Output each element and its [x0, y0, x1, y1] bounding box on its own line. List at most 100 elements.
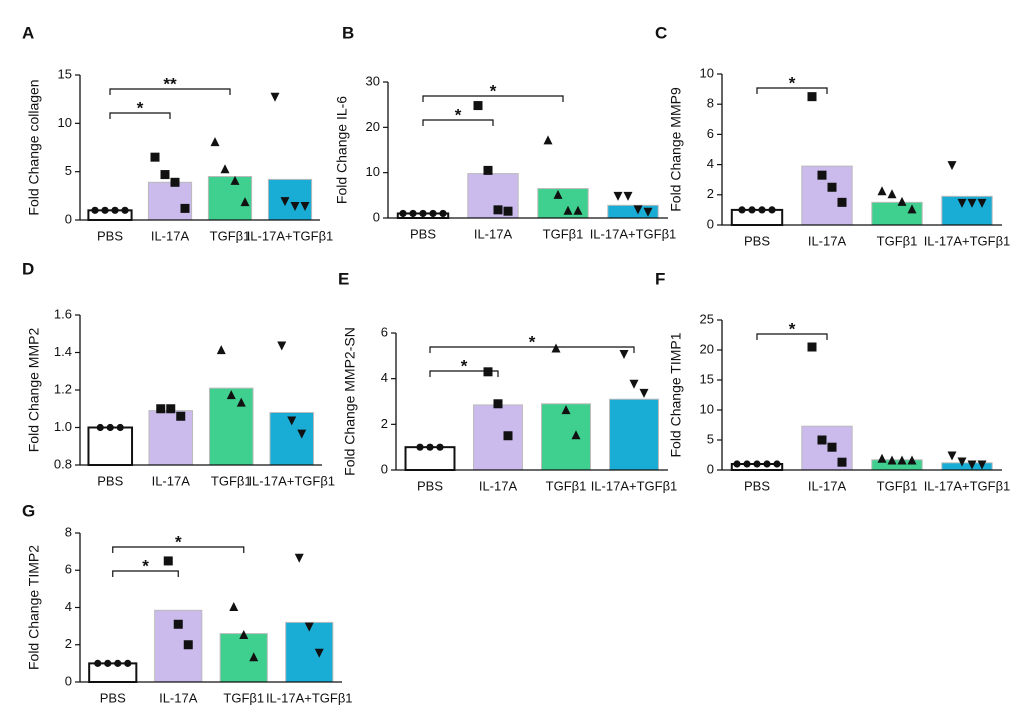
bar	[285, 621, 334, 683]
point	[160, 170, 170, 180]
point	[807, 92, 817, 102]
point	[483, 367, 493, 377]
point	[101, 206, 109, 214]
significance-bracket	[112, 570, 179, 577]
point	[633, 205, 643, 215]
point	[551, 343, 561, 353]
point	[977, 198, 987, 208]
y-tick-label: 0	[65, 673, 72, 688]
point	[957, 457, 967, 467]
significance-label: *	[137, 98, 144, 117]
point	[738, 206, 746, 214]
point	[493, 399, 503, 409]
point	[180, 203, 190, 213]
point	[619, 350, 629, 360]
point	[249, 652, 259, 662]
significance-label: *	[175, 532, 182, 551]
bar	[208, 387, 254, 466]
point	[503, 431, 513, 441]
point	[116, 423, 124, 432]
bar	[207, 176, 253, 221]
point	[887, 455, 897, 465]
y-tick-label: 2	[707, 186, 714, 201]
y-tick-label: 0	[707, 216, 714, 231]
bar	[607, 204, 659, 219]
point	[150, 152, 160, 162]
point	[907, 204, 917, 214]
point	[114, 659, 122, 667]
bar	[267, 178, 313, 221]
point	[121, 206, 129, 214]
y-axis-label: Fold Change MMP2-SN	[342, 327, 358, 476]
y-tick-label: 1.6	[54, 306, 72, 321]
point	[183, 640, 193, 650]
point	[817, 170, 827, 180]
chart-panel: B Fold Change IL-6 0 10 20 30 PBS IL-17A TGFβ1 IL…	[334, 23, 677, 241]
x-tick-label: IL-17A+TGFβ1	[248, 473, 335, 488]
panel-letter: A	[22, 23, 34, 42]
point	[229, 602, 239, 611]
significance-label: *	[142, 556, 149, 575]
point	[967, 198, 977, 208]
point	[817, 435, 827, 445]
point	[170, 177, 180, 187]
bar	[148, 410, 194, 466]
y-tick-label: 10	[700, 65, 714, 80]
significance-label: *	[461, 356, 468, 375]
point	[106, 423, 114, 432]
point	[236, 397, 246, 407]
point	[977, 460, 987, 470]
x-tick-label: TGFβ1	[210, 228, 251, 243]
y-tick-label: 20	[366, 119, 380, 134]
point	[503, 206, 513, 216]
y-axis-label: Fold Change IL-6	[334, 96, 350, 204]
x-tick-label: TGFβ1	[223, 690, 264, 705]
point	[947, 161, 957, 171]
significance-label: *	[455, 105, 462, 124]
point	[124, 659, 132, 667]
point	[571, 430, 581, 440]
significance-label: **	[163, 74, 177, 93]
point	[239, 629, 249, 639]
chart-panel: C Fold Change MMP9 0 2 4 6 8 10 PBS IL-17A TGFβ1 IL…	[655, 23, 1010, 248]
point	[907, 455, 917, 465]
point	[763, 460, 771, 468]
y-tick-label: 0.8	[54, 456, 72, 471]
point	[111, 206, 119, 214]
point	[733, 460, 741, 468]
panel-letter: G	[22, 501, 35, 520]
point	[297, 429, 307, 439]
point	[563, 205, 573, 215]
significance-label: *	[490, 81, 497, 100]
point	[399, 209, 407, 218]
point	[210, 137, 220, 147]
point	[216, 345, 226, 355]
point	[94, 659, 102, 667]
x-tick-label: IL-17A	[808, 233, 847, 248]
point	[493, 205, 503, 215]
point	[166, 404, 176, 414]
chart-panel: F Fold Change TIMP1 0 5 10 15 20 25 PBS IL-17A TGF…	[655, 269, 1010, 493]
y-tick-label: 4	[707, 156, 714, 171]
point	[613, 191, 623, 201]
y-tick-label: 8	[707, 96, 714, 111]
y-tick-label: 0	[373, 209, 380, 224]
y-tick-label: 0	[381, 461, 388, 476]
point	[758, 206, 766, 214]
point	[768, 206, 776, 214]
x-tick-label: PBS	[417, 478, 443, 493]
panel-letter: C	[655, 23, 667, 42]
y-tick-label: 0	[65, 211, 72, 226]
point	[957, 198, 967, 208]
point	[429, 209, 437, 218]
point	[304, 622, 314, 632]
y-tick-label: 4	[381, 370, 388, 385]
significance-bracket	[422, 119, 494, 126]
x-tick-label: PBS	[410, 226, 436, 241]
point	[240, 197, 250, 207]
point	[220, 164, 230, 174]
point	[277, 341, 287, 351]
y-tick-label: 15	[700, 371, 714, 386]
significance-bracket	[756, 87, 828, 94]
x-tick-label: PBS	[97, 473, 123, 488]
